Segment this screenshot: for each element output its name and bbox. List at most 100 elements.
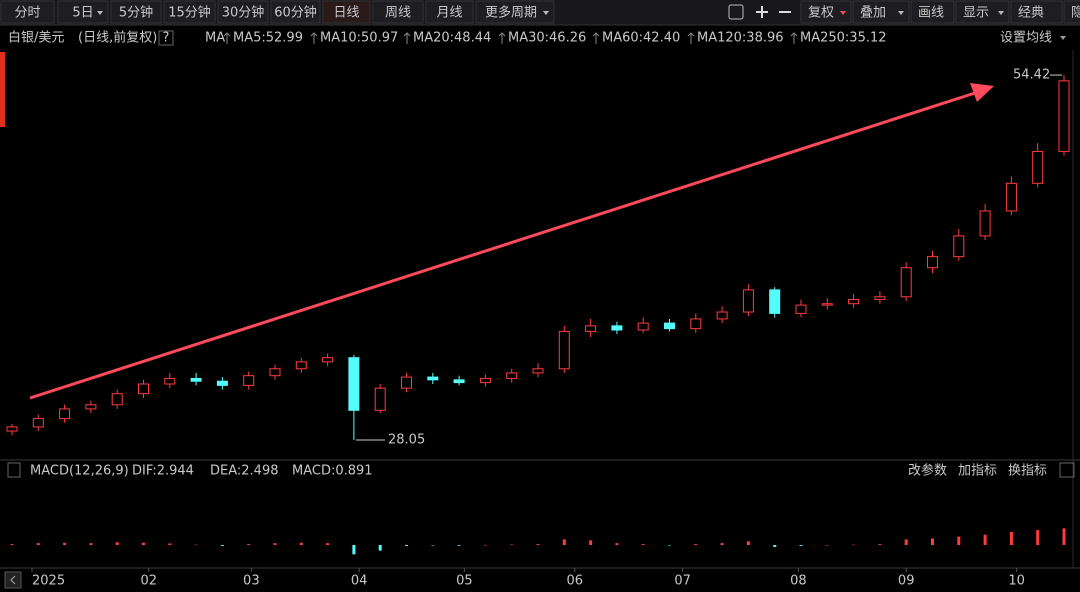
macd-bar [36, 543, 40, 546]
candle-body [59, 408, 71, 420]
ma-arrow [310, 32, 318, 44]
macd-bar [878, 544, 882, 546]
ma-legend: MA250:35.12 [800, 31, 887, 46]
indicator-name: MACD(12,26,9) [30, 464, 129, 479]
macd-bar [589, 540, 593, 546]
macd-bar [10, 544, 14, 546]
ma-settings[interactable]: 设置均线 [1000, 31, 1052, 46]
candle-body [716, 311, 728, 320]
candle-body [506, 372, 518, 379]
candle-body [927, 256, 938, 269]
toolbar-button[interactable] [57, 0, 109, 24]
candle-body [742, 289, 754, 313]
ma-label: MA [205, 31, 225, 46]
candle-body [32, 418, 44, 428]
toolbar-button[interactable] [1010, 0, 1063, 24]
toolbar-button[interactable] [372, 0, 424, 24]
candle-body [1058, 80, 1070, 152]
x-tick-label: 03 [243, 574, 260, 589]
macd-bar [457, 545, 461, 546]
macd-bar [405, 545, 408, 546]
candle-body [164, 377, 176, 385]
toolbar-label: 经典 [1018, 6, 1044, 21]
indicator-action[interactable]: 加指标 [958, 464, 997, 479]
x-tick-label: 04 [351, 574, 368, 589]
trend-arrow [29, 83, 994, 400]
candle-body [637, 322, 649, 331]
toolbar-button[interactable] [852, 0, 910, 24]
toolbar-icons [728, 4, 791, 20]
dropdown-icon [1060, 36, 1066, 40]
toolbar-label: 更多周期 [485, 5, 537, 21]
toolbar-button[interactable] [955, 0, 1010, 24]
candle-body [269, 368, 281, 377]
macd-bar [773, 545, 777, 547]
candle-body [900, 267, 912, 298]
toolbar-label: 月线 [436, 6, 462, 21]
help-box [7, 462, 21, 478]
high-marker: 54.42 [1013, 68, 1050, 83]
toolbar-button[interactable] [270, 0, 321, 24]
macd-bar [273, 543, 277, 546]
ma-legend: MA5:52.99 [233, 31, 303, 46]
side-marker [0, 52, 5, 127]
arrow-line [29, 91, 976, 400]
macd-bar [983, 534, 987, 546]
toolbar-button[interactable] [110, 0, 162, 24]
toolbar-label: 60分钟 [274, 5, 317, 21]
x-tick-label: 08 [790, 574, 807, 589]
toolbar-label: 复权 [808, 5, 834, 21]
ma-arrow [790, 32, 798, 44]
toolbar-button[interactable] [322, 0, 371, 24]
toolbar-button[interactable] [475, 0, 555, 24]
close-icon[interactable] [1059, 462, 1075, 478]
scroll-button[interactable] [4, 571, 22, 589]
indicator-value: DEA:2.498 [210, 464, 279, 479]
candle-body [532, 368, 544, 374]
help-box[interactable] [158, 30, 174, 46]
macd-bar [142, 542, 145, 546]
candle-body [479, 377, 491, 384]
zoom-in-icon[interactable] [756, 6, 768, 18]
macd-bar [1062, 528, 1066, 546]
toolbar-button[interactable] [163, 0, 216, 24]
toolbar-button[interactable] [425, 0, 474, 24]
toolbar-button[interactable] [217, 0, 269, 24]
macd-bar [326, 543, 330, 546]
candle-body [190, 377, 202, 382]
candle-body [979, 210, 991, 237]
macd-bar [799, 545, 803, 546]
x-tick-label: 10 [1008, 574, 1025, 589]
candle-body [769, 289, 781, 314]
candle-body [821, 303, 833, 306]
indicator-action[interactable]: 改参数 [908, 463, 947, 479]
macd-bar [694, 544, 698, 546]
x-tick-label: 2025 [32, 574, 65, 589]
macd-bar [247, 544, 251, 546]
macd-bar [194, 544, 198, 546]
ma-legend: MA60:42.40 [602, 31, 680, 46]
ma-legend: MA30:46.26 [508, 31, 586, 46]
x-tick-label: 07 [674, 574, 691, 589]
candle-body [348, 357, 360, 411]
candle-body [243, 375, 255, 386]
indicator-action[interactable]: 换指标 [1008, 464, 1047, 479]
candle-body [1032, 150, 1044, 184]
macd-bar [220, 545, 224, 546]
dropdown-icon [543, 11, 549, 15]
ma-arrow [687, 32, 695, 44]
macd-bar [720, 543, 724, 546]
ma-arrow [498, 32, 506, 44]
help: ? [163, 31, 170, 46]
candle-body [374, 387, 386, 411]
dropdown-icon [898, 11, 904, 15]
toolbar-button[interactable] [910, 0, 955, 24]
toolbar-button[interactable] [800, 0, 852, 24]
toolbar-button[interactable] [1063, 0, 1080, 24]
ma-legend: MA20:48.44 [413, 31, 491, 46]
toolbar-button[interactable] [0, 0, 55, 24]
lock-icon[interactable] [728, 4, 744, 20]
toolbar-label: 隐 [1071, 6, 1080, 21]
